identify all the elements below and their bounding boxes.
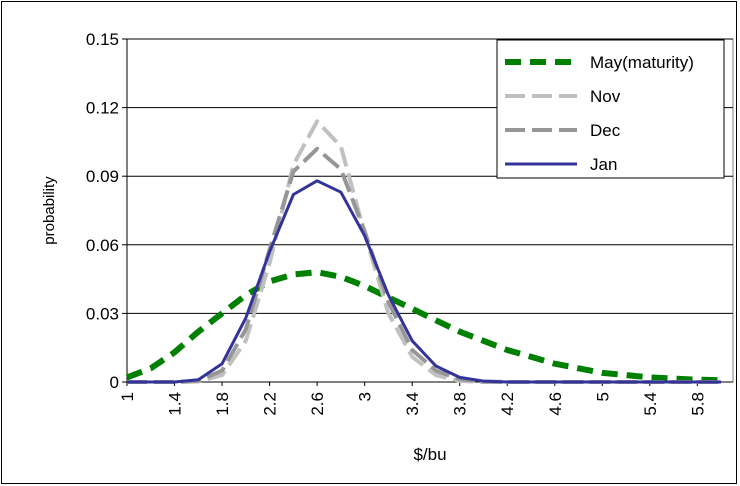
y-tick-label: 0.06: [86, 236, 119, 255]
x-tick-label: 2.2: [261, 392, 280, 416]
legend-label: Jan: [590, 155, 617, 174]
series-lines: [125, 119, 722, 384]
x-tick-label: 5.4: [641, 392, 660, 416]
legend-label: May(maturity): [590, 53, 694, 72]
legend-box: [496, 39, 725, 179]
x-tick-labels: 1 1.4 1.8 2.2 2.6 3 3.4 3.8 4.2 4.6 5 5.4 5.8: [118, 392, 707, 416]
x-tick-label: 5.8: [688, 392, 707, 416]
y-axis-label: probability: [41, 176, 58, 245]
x-tick-label: 3: [356, 392, 375, 401]
y-tick-label: 0.09: [86, 167, 119, 186]
x-tick-label: 5: [593, 392, 612, 401]
x-tick-label: 1.4: [166, 392, 185, 416]
x-tick-label: 4.2: [498, 392, 517, 416]
x-tick-label: 2.6: [308, 392, 327, 416]
series-line: [127, 179, 722, 384]
legend-label: Dec: [590, 121, 621, 140]
x-tick-label: 1: [118, 392, 137, 401]
y-tick-label: 0.12: [86, 99, 119, 118]
x-tick-label: 3.4: [403, 392, 422, 416]
y-tick-labels: 0 0.03 0.06 0.09 0.12 0.15: [86, 30, 119, 392]
x-tick-label: 4.6: [546, 392, 565, 416]
x-axis-label: $/bu: [413, 445, 446, 464]
legend-label: Nov: [590, 87, 621, 106]
legend: May(maturity) Nov Dec Jan: [496, 39, 725, 179]
series-line: [125, 269, 722, 384]
x-tick-label: 1.8: [213, 392, 232, 416]
x-tick-label: 3.8: [451, 392, 470, 416]
y-tick-label: 0: [110, 373, 119, 392]
y-tick-label: 0.15: [86, 30, 119, 49]
y-tick-label: 0.03: [86, 304, 119, 323]
